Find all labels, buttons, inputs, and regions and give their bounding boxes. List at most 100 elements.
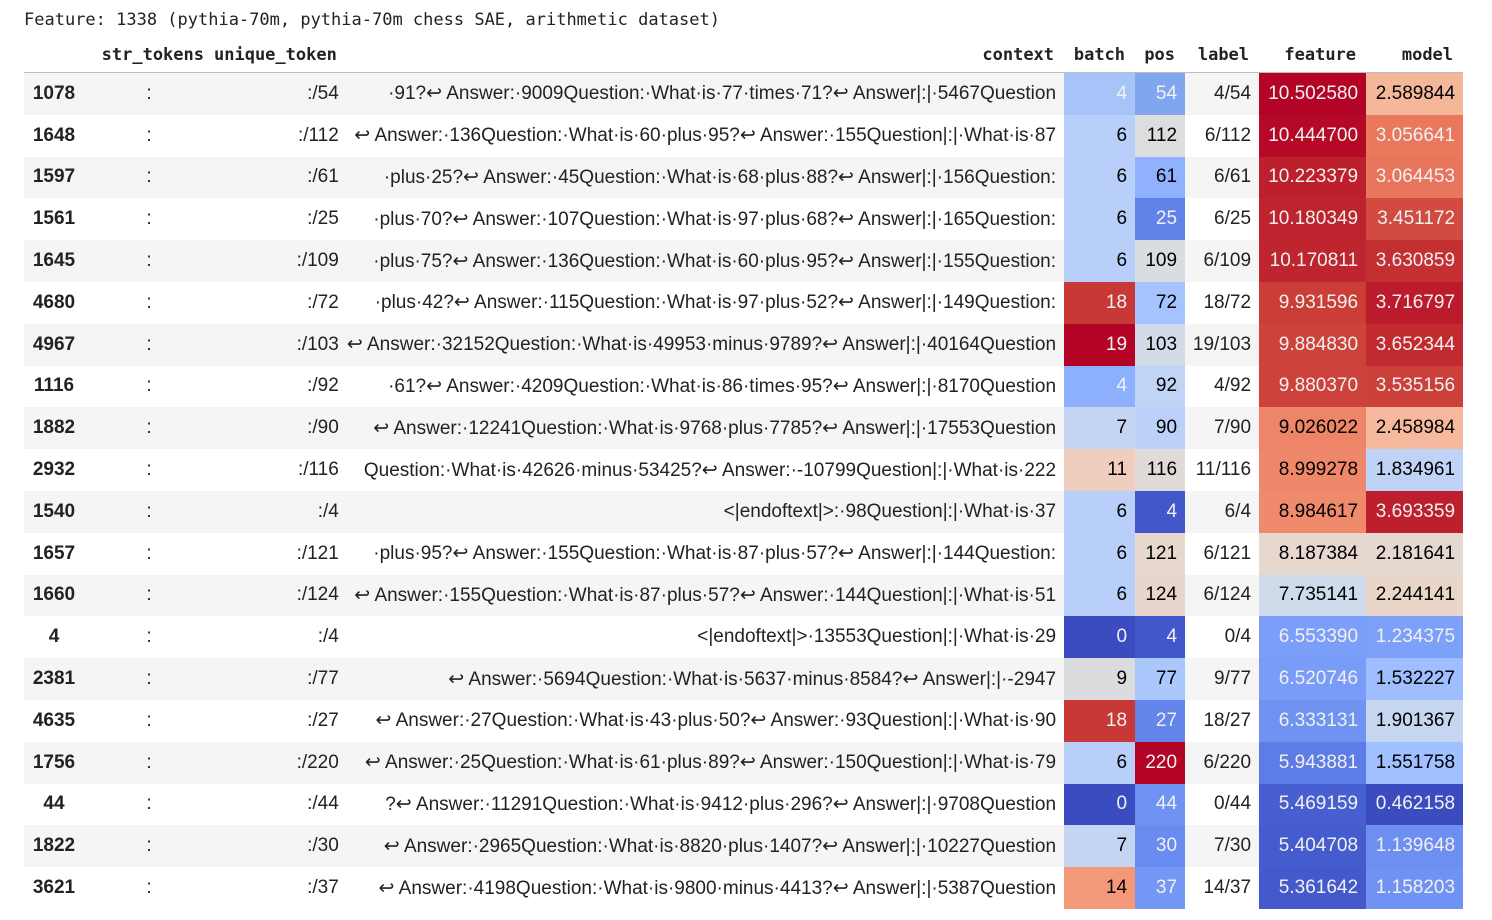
str-token-cell: : (84, 741, 214, 784)
feature-cell: 10.180349 (1259, 198, 1367, 241)
row-index: 1660 (24, 574, 84, 617)
batch-cell: 6 (1064, 114, 1136, 157)
str-token-cell: : (84, 240, 214, 282)
batch-cell: 11 (1064, 449, 1136, 491)
table-row: 1597::/61 ·plus·25?↩ Answer:·45Question:·… (24, 156, 1464, 199)
label-cell: 4/92 (1214, 375, 1252, 397)
label-cell: 18/27 (1203, 709, 1252, 731)
table-row: 1645::/109 ·plus·75?↩ Answer:·136Question… (24, 240, 1464, 282)
feature-cell: 10.502580 (1259, 72, 1367, 115)
row-index: 1882 (24, 407, 84, 450)
context-cell: ·plus·75?↩ Answer:·136Question:·What·is·… (346, 240, 1065, 282)
row-index: 1756 (24, 741, 84, 784)
pos-cell: 77 (1135, 658, 1186, 700)
str-token-cell: : (146, 709, 152, 731)
batch-cell: 19 (1064, 323, 1136, 366)
label-cell: 6/220 (1185, 741, 1260, 784)
table-row: 1116::/92 ·61?↩ Answer:·4209Question:·Wha… (24, 365, 1464, 408)
str-token-cell: : (146, 291, 152, 313)
batch-cell: 18 (1064, 699, 1136, 742)
feature-cell: 9.931596 (1259, 281, 1367, 324)
row-index: 1822 (24, 825, 84, 868)
context-cell: ↩ Answer:·27Question:·What·is·43·plus·50… (375, 710, 1057, 732)
label-cell: 4/54 (1185, 72, 1260, 115)
row-index: 1540 (24, 490, 84, 533)
model-cell: 1.234375 (1366, 616, 1464, 659)
model-cell: 3.693359 (1366, 490, 1464, 533)
pos-cell: 116 (1135, 449, 1186, 491)
str-token-cell: : (146, 626, 152, 648)
feature-cell: 9.884830 (1259, 323, 1367, 366)
label-cell: 11/116 (1195, 459, 1252, 481)
batch-cell: 18 (1064, 281, 1136, 324)
unique-token-cell: :/4 (214, 490, 347, 533)
model-cell: 3.652344 (1366, 323, 1464, 366)
str-token-cell: : (146, 542, 152, 564)
table-row: 1648::/112 ↩ Answer:·136Question:·What·is… (24, 114, 1464, 157)
unique-token-cell: :/92 (307, 375, 339, 397)
batch-cell: 4 (1064, 72, 1136, 115)
pos-cell: 25 (1135, 198, 1186, 241)
table-row: 2932::/116 Question:·What·is·42626·minus·… (24, 449, 1464, 491)
table-row: 1882::/90 ↩ Answer:·12241Question:·What·i… (24, 407, 1464, 450)
batch-cell: 4 (1064, 365, 1136, 408)
feature-cell: 9.026022 (1259, 407, 1367, 450)
row-index: 1648 (32, 124, 76, 146)
unique-token-cell: :/124 (214, 574, 347, 617)
pos-cell: 90 (1135, 407, 1186, 450)
feature-cell: 10.223379 (1259, 156, 1367, 199)
label-cell: 6/121 (1203, 542, 1252, 564)
unique-token-cell: :/25 (307, 208, 339, 230)
table-row: 3621::/37 ↩ Answer:·4198Question:·What·is… (24, 867, 1464, 909)
batch-cell: 14 (1064, 867, 1136, 909)
feature-caption: Feature: 1338 (pythia-70m, pythia-70m ch… (24, 10, 720, 30)
context-cell: ·plus·95?↩ Answer:·155Question:·What·is·… (373, 543, 1057, 565)
table-row: 1561::/25 ·plus·70?↩ Answer:·107Question:… (24, 198, 1464, 241)
context-cell: <|endoftext|>·13553Question|:|·What·is·2… (697, 626, 1057, 648)
model-cell: 1.158203 (1366, 867, 1464, 909)
feature-cell: 6.553390 (1259, 616, 1367, 659)
feature-header: feature (1259, 38, 1367, 73)
str-token-cell: : (146, 124, 152, 146)
unique-token-cell: :/72 (307, 291, 339, 313)
batch-cell: 6 (1064, 490, 1136, 533)
model-cell: 2.244141 (1366, 574, 1464, 617)
label-cell: 14/37 (1203, 877, 1252, 899)
batch-cell: 9 (1064, 658, 1136, 700)
context-cell: ?↩ Answer:·11291Question:·What·is·9412·p… (385, 793, 1057, 815)
label-cell: 7/30 (1185, 825, 1260, 868)
unique-token-cell: :/103 (214, 323, 347, 366)
batch-cell: 6 (1064, 741, 1136, 784)
table-row: 1078::/54·91?↩ Answer:·9009Question:·Wha… (24, 72, 1464, 115)
model-cell: 3.535156 (1366, 365, 1464, 408)
model-cell: 3.630859 (1366, 240, 1464, 282)
pos-cell: 4 (1135, 616, 1186, 659)
feature-cell: 5.361642 (1259, 867, 1367, 909)
label-cell: 6/4 (1185, 490, 1260, 533)
model-cell: 3.064453 (1366, 156, 1464, 199)
table-row: 4::/4 <|endoftext|>·13553Question|:|·What… (24, 616, 1464, 659)
pos-cell: 27 (1135, 699, 1186, 742)
model-cell: 3.056641 (1366, 114, 1464, 157)
batch-cell: 0 (1064, 616, 1136, 659)
str-token-cell: : (146, 793, 152, 815)
pos-cell: 112 (1135, 114, 1186, 157)
pos-cell: 4 (1135, 490, 1186, 533)
label-cell: 0/44 (1214, 793, 1252, 815)
header-row: str_tokens unique_token context batch po… (24, 38, 1464, 73)
context-cell: Question:·What·is·42626·minus·53425?↩ An… (363, 459, 1057, 481)
index-header (24, 38, 84, 73)
pos-cell: 109 (1135, 240, 1186, 282)
row-index: 1597 (24, 156, 84, 199)
table-row: 44::/44 ?↩ Answer:·11291Question:·What·is… (24, 783, 1464, 826)
batch-cell: 6 (1064, 532, 1136, 575)
label-cell: 6/61 (1185, 156, 1260, 199)
unique-token-cell: :/121 (296, 542, 339, 564)
str-token-cell: : (146, 877, 152, 899)
model-cell: 2.181641 (1366, 532, 1464, 575)
context-cell: ·91?↩ Answer:·9009Question:·What·is·77·t… (346, 72, 1065, 115)
context-cell: ·61?↩ Answer:·4209Question:·What·is·86·t… (388, 375, 1057, 397)
label-cell: 6/109 (1185, 240, 1260, 282)
str-token-cell: : (146, 459, 152, 481)
row-index: 4680 (32, 291, 76, 313)
